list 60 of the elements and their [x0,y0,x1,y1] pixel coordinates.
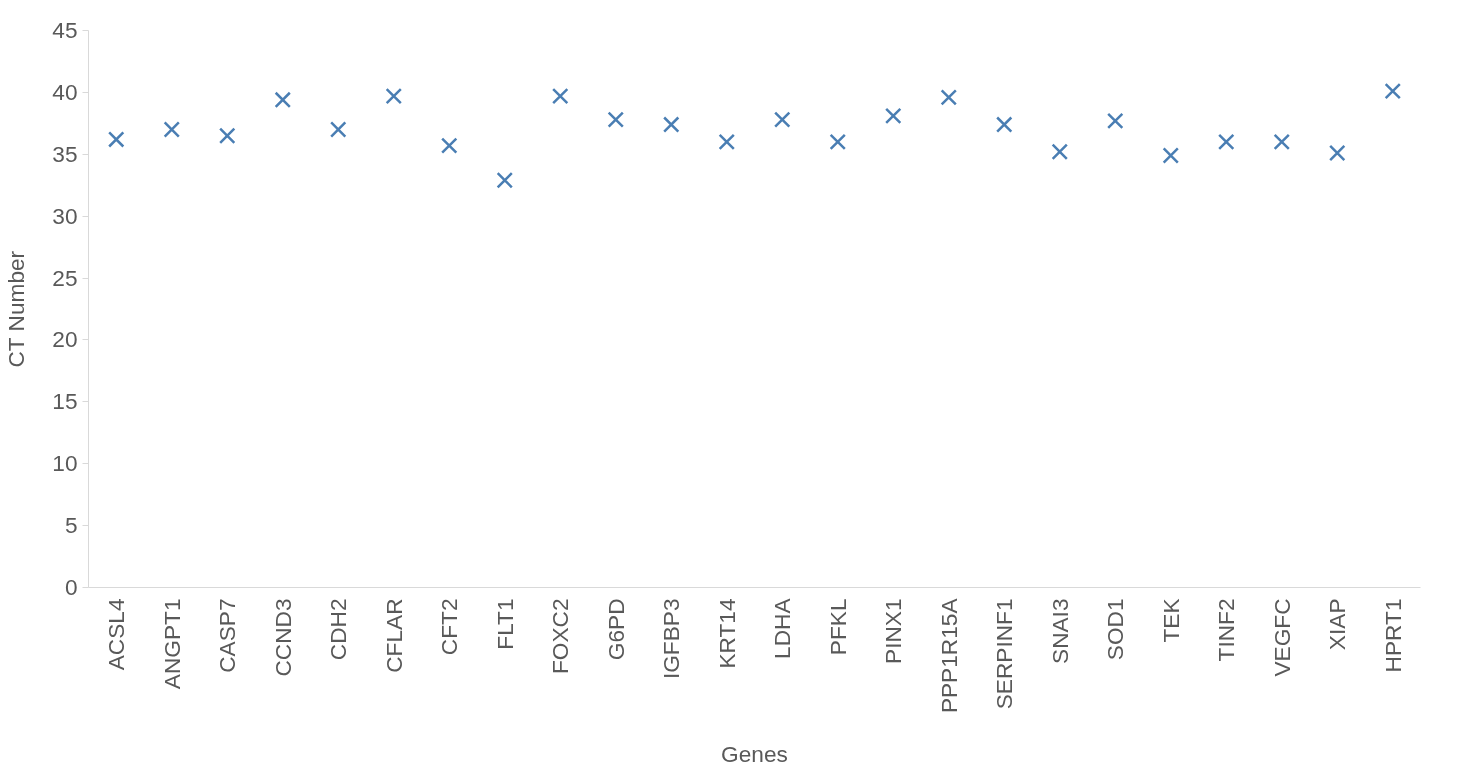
x-tick-label: CFT2 [436,598,463,656]
x-tick-label: XIAP [1324,598,1351,651]
x-tick-label: ANGPT1 [158,598,185,690]
point [163,121,181,138]
point [1328,144,1346,162]
point [440,137,458,154]
x-tick-label: HPRT1 [1379,598,1406,673]
y-tick-label: 5 [64,512,78,539]
point [1217,133,1235,151]
x-tick-label: FOXC2 [547,598,574,675]
point [1051,143,1069,161]
point [551,87,569,105]
x-tick-label: ACSL4 [103,598,130,671]
y-tick-label: 35 [52,140,78,167]
point [496,171,514,189]
point [607,111,625,128]
x-tick-label: SOD1 [1102,598,1129,661]
point [773,111,791,128]
point [940,89,958,106]
point [995,116,1013,133]
y-axis-title: CT Number [3,250,30,368]
y-tick-label: 15 [52,388,78,415]
x-tick-label: CDH2 [325,598,352,661]
x-axis-title: Genes [721,741,788,768]
point [1273,133,1291,151]
x-tick-label: G6PD [602,598,629,661]
x-tick-label: LDHA [769,597,796,659]
x-tick-label: CFLAR [380,598,407,673]
y-tick-label: 0 [64,574,78,600]
x-tick-label: IGFBP3 [658,598,685,680]
point [884,107,902,125]
point [218,127,236,145]
x-tick-label: CCND3 [269,598,296,677]
y-tick-label: 45 [52,17,78,43]
x-tick-label: PPP1R15A [935,597,962,714]
y-tick-label: 25 [52,264,78,291]
point [1106,112,1124,130]
point [718,133,736,151]
x-tick-label: CASP7 [214,598,241,673]
y-tick-label: 10 [52,450,78,477]
x-tick-label: KRT14 [713,598,740,669]
point [829,133,847,151]
x-tick-label: SERPINF1 [991,598,1018,710]
y-tick-label: 40 [52,78,78,105]
x-tick-label: TEK [1157,598,1184,643]
point [107,131,125,148]
x-tick-label: PFKL [824,598,851,656]
x-tick-label: VEGFC [1268,598,1295,677]
x-tick-label: SNAI3 [1046,598,1073,664]
point [274,91,292,109]
point [385,87,403,105]
x-tick-label: PINX1 [880,598,907,664]
x-tick-label: FLT1 [491,598,518,650]
x-tick-label: TINF2 [1213,598,1240,662]
y-tick-label: 30 [52,202,78,229]
point [329,121,347,138]
y-tick-label: 20 [52,326,78,353]
point [1162,147,1180,164]
point [1384,82,1402,100]
point [662,116,680,133]
